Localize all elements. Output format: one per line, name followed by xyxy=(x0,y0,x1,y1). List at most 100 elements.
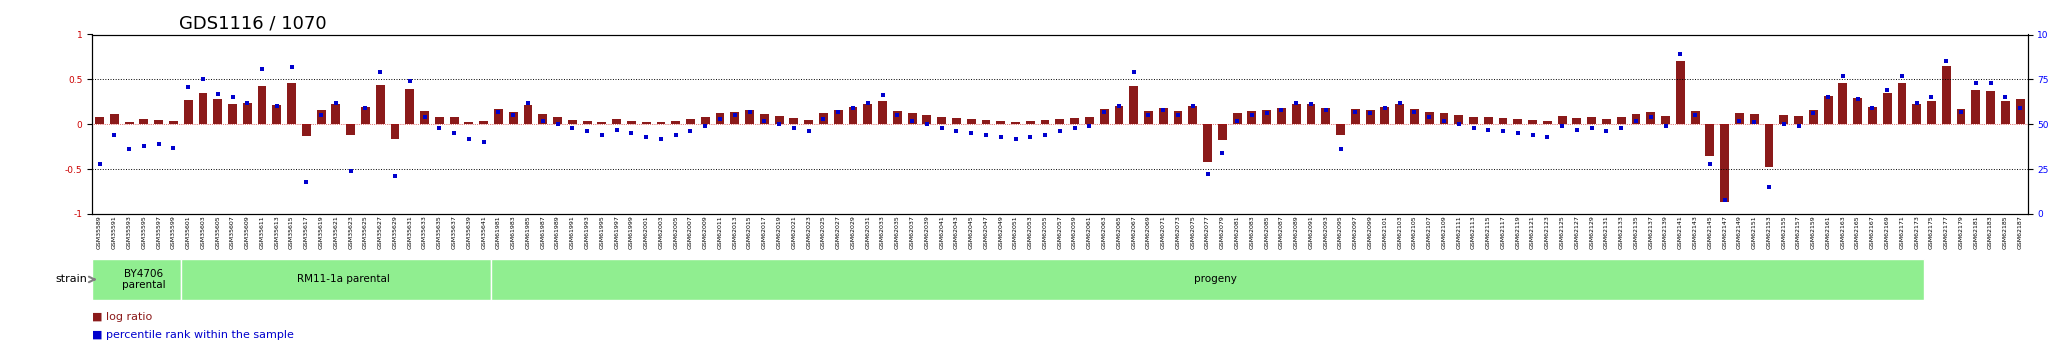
Bar xyxy=(317,110,326,124)
Bar xyxy=(170,121,178,124)
Bar xyxy=(1882,93,1892,124)
Bar xyxy=(434,117,444,124)
Bar xyxy=(1602,119,1612,124)
Bar xyxy=(700,117,711,124)
Bar xyxy=(981,120,991,124)
FancyBboxPatch shape xyxy=(92,259,180,300)
Bar xyxy=(1913,105,1921,124)
Bar xyxy=(539,114,547,124)
Bar xyxy=(627,121,635,124)
Text: RM11-1a parental: RM11-1a parental xyxy=(297,275,389,284)
Bar xyxy=(819,112,827,124)
Bar xyxy=(1352,109,1360,124)
Bar xyxy=(879,101,887,124)
Bar xyxy=(154,120,164,124)
Bar xyxy=(184,100,193,124)
Bar xyxy=(1454,115,1462,124)
Bar xyxy=(745,110,754,124)
Bar xyxy=(582,121,592,124)
FancyBboxPatch shape xyxy=(492,259,1925,300)
Bar xyxy=(1765,124,1774,167)
Bar xyxy=(1720,124,1729,202)
Bar xyxy=(111,114,119,124)
Bar xyxy=(1425,112,1434,124)
Bar xyxy=(524,105,532,124)
Bar xyxy=(1174,111,1182,124)
Bar xyxy=(1188,106,1198,124)
Bar xyxy=(1366,110,1374,124)
Bar xyxy=(848,107,858,124)
Bar xyxy=(834,110,842,124)
Bar xyxy=(139,119,147,124)
Bar xyxy=(686,119,694,124)
Bar xyxy=(1307,105,1315,124)
Bar xyxy=(1145,111,1153,124)
Bar xyxy=(1808,110,1819,124)
Bar xyxy=(1823,96,1833,124)
Bar xyxy=(287,83,297,124)
Bar xyxy=(1468,117,1479,124)
Bar xyxy=(1661,116,1669,124)
Bar xyxy=(967,119,975,124)
Bar xyxy=(1647,112,1655,124)
Bar xyxy=(641,121,651,124)
Bar xyxy=(2001,101,2009,124)
Bar xyxy=(760,114,768,124)
Bar xyxy=(788,118,799,124)
Bar xyxy=(715,114,725,124)
Bar xyxy=(922,115,932,124)
Bar xyxy=(1987,91,1995,124)
Bar xyxy=(1395,105,1405,124)
Bar xyxy=(479,121,487,124)
Bar xyxy=(1485,117,1493,124)
Bar xyxy=(391,124,399,139)
Bar xyxy=(952,118,961,124)
Bar xyxy=(199,93,207,124)
Bar xyxy=(1868,107,1876,124)
Bar xyxy=(1114,106,1124,124)
Bar xyxy=(420,111,428,124)
Bar xyxy=(1616,117,1626,124)
Bar xyxy=(1100,109,1108,124)
Bar xyxy=(907,114,918,124)
Bar xyxy=(1839,83,1847,124)
Bar xyxy=(377,85,385,124)
Bar xyxy=(553,117,561,124)
Bar xyxy=(465,121,473,124)
Text: strain: strain xyxy=(55,275,88,284)
Bar xyxy=(1278,108,1286,124)
Bar xyxy=(1528,120,1538,124)
Bar xyxy=(1780,115,1788,124)
Bar xyxy=(213,99,221,124)
Bar xyxy=(893,111,901,124)
Text: BY4706
parental: BY4706 parental xyxy=(123,269,166,290)
Bar xyxy=(1040,120,1049,124)
Bar xyxy=(598,121,606,124)
Bar xyxy=(1233,114,1241,124)
Bar xyxy=(938,117,946,124)
Bar xyxy=(1321,108,1331,124)
Bar xyxy=(258,86,266,124)
Bar xyxy=(731,112,739,124)
Bar xyxy=(1927,101,1935,124)
Bar xyxy=(332,105,340,124)
Bar xyxy=(1675,61,1686,124)
Text: progeny: progeny xyxy=(1194,275,1237,284)
Bar xyxy=(1513,119,1522,124)
Bar xyxy=(1128,86,1139,124)
Text: GDS1116 / 1070: GDS1116 / 1070 xyxy=(180,15,328,33)
Bar xyxy=(805,120,813,124)
Bar xyxy=(1409,109,1419,124)
Bar xyxy=(494,109,504,124)
Bar xyxy=(1026,121,1034,124)
Bar xyxy=(1292,104,1300,124)
Bar xyxy=(995,121,1006,124)
Bar xyxy=(1335,124,1346,135)
Bar xyxy=(360,107,371,124)
Bar xyxy=(1632,114,1640,124)
Bar xyxy=(612,119,621,124)
Bar xyxy=(227,105,238,124)
Bar xyxy=(508,112,518,124)
Bar xyxy=(1159,108,1167,124)
Bar xyxy=(1956,109,1966,124)
